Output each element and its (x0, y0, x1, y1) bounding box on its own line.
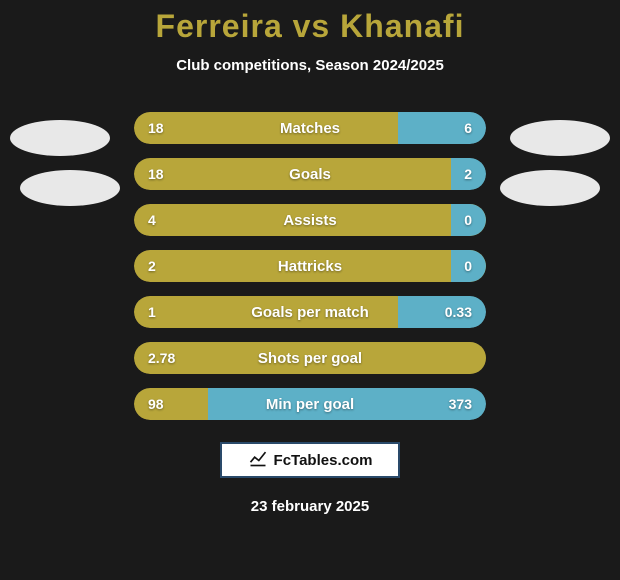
stat-row: Min per goal98373 (134, 388, 486, 420)
player-left-avatar (10, 120, 110, 156)
comparison-title: Ferreira vs Khanafi (0, 0, 620, 45)
stat-row: Shots per goal2.78 (134, 342, 486, 374)
stat-bar-left (134, 250, 486, 282)
stat-row: Goals per match10.33 (134, 296, 486, 328)
player-right-flag (500, 170, 600, 206)
stat-bar-right (451, 204, 486, 236)
stat-bar-right (451, 158, 486, 190)
brand-badge: FcTables.com (220, 442, 400, 478)
stat-bar-right (398, 112, 486, 144)
stat-row: Matches186 (134, 112, 486, 144)
brand-text: FcTables.com (274, 452, 373, 469)
stat-row: Assists40 (134, 204, 486, 236)
stat-bar-right (398, 296, 486, 328)
stat-bar-left (134, 296, 398, 328)
footer-date: 23 february 2025 (0, 498, 620, 515)
stat-row: Hattricks20 (134, 250, 486, 282)
stat-bar-left (134, 388, 208, 420)
player-right-avatar (510, 120, 610, 156)
stat-row: Goals182 (134, 158, 486, 190)
stat-bar-left (134, 204, 486, 236)
chart-icon (248, 448, 268, 472)
stat-bar-right (451, 250, 486, 282)
stat-bar-left (134, 112, 398, 144)
stat-bar-right (208, 388, 486, 420)
player-left-flag (20, 170, 120, 206)
stat-bar-left (134, 158, 451, 190)
stat-bar-left (134, 342, 486, 374)
comparison-subtitle: Club competitions, Season 2024/2025 (0, 57, 620, 74)
stats-bars: Matches186 Goals182 Assists40 Hattricks20 Go… (0, 112, 620, 420)
